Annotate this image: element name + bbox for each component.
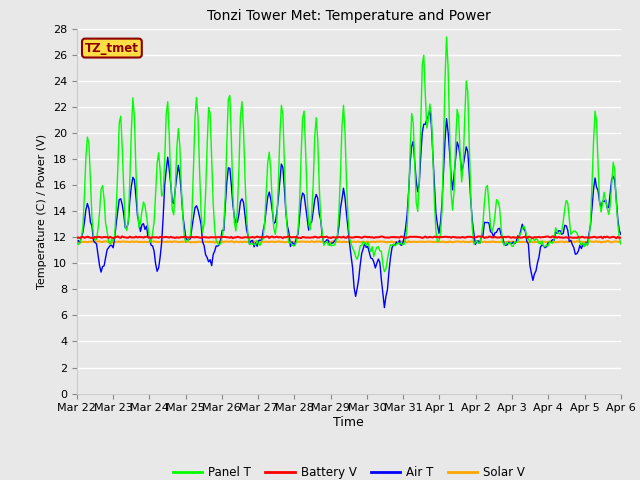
Legend: Panel T, Battery V, Air T, Solar V: Panel T, Battery V, Air T, Solar V xyxy=(168,461,530,480)
X-axis label: Time: Time xyxy=(333,416,364,429)
Title: Tonzi Tower Met: Temperature and Power: Tonzi Tower Met: Temperature and Power xyxy=(207,10,491,24)
Text: TZ_tmet: TZ_tmet xyxy=(85,42,139,55)
Y-axis label: Temperature (C) / Power (V): Temperature (C) / Power (V) xyxy=(37,133,47,289)
